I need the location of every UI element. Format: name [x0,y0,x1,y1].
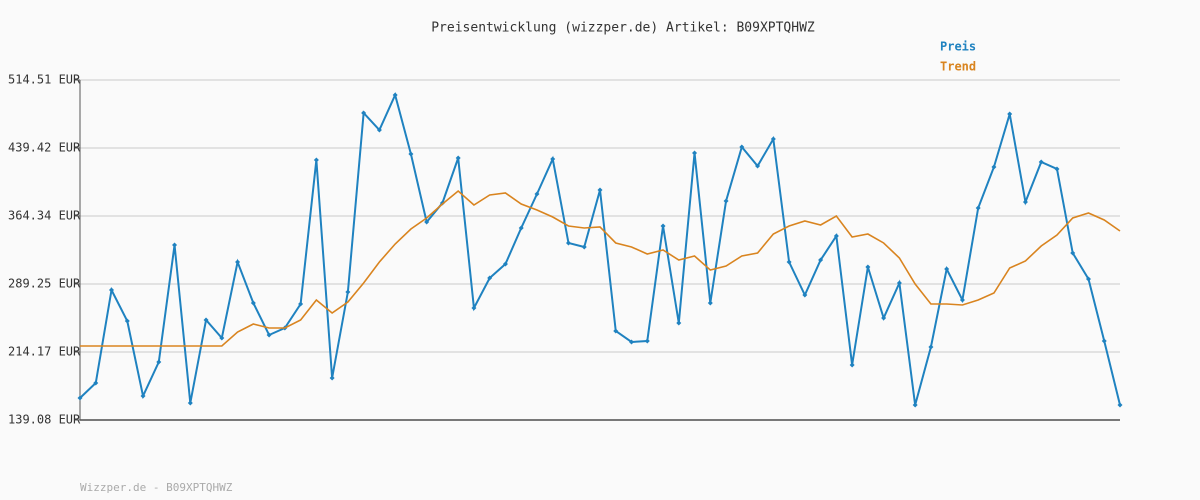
point [1117,402,1123,408]
series-line [80,189,1121,347]
point [802,292,808,298]
point [770,136,776,142]
point [140,393,146,399]
point [172,242,178,248]
point [1038,159,1044,165]
point [1070,250,1076,256]
point [550,156,556,162]
point [471,305,477,311]
y-tick-label: 214.17 EUR [8,344,81,358]
point [975,205,981,211]
point [502,261,508,267]
point [896,280,902,286]
point [156,359,162,365]
y-tick-label: 139.08 EUR [8,413,81,427]
y-tick-label: 289.25 EUR [8,277,81,291]
point [1085,276,1091,282]
point [518,225,524,231]
y-tick-label: 364.34 EUR [8,208,81,222]
point [77,395,83,401]
point [613,328,619,334]
point [266,332,272,338]
point [1054,166,1060,172]
point [833,233,839,239]
point [676,320,682,326]
chart-title: Preisentwicklung (wizzper.de) Artikel: B… [431,21,815,36]
legend-label: Trend [940,60,976,74]
point [109,287,115,293]
point [660,223,666,229]
point [219,335,225,341]
point [597,187,603,193]
point [692,150,698,156]
point [187,400,193,406]
y-tick-label: 514.51 EUR [8,73,81,87]
point [361,110,367,116]
point [723,198,729,204]
point [991,164,997,170]
point [1007,111,1013,117]
point [424,219,430,225]
point [124,318,130,324]
footer: Wizzper.de - B09XPTQHWZ [80,481,233,494]
point [298,301,304,307]
point [849,362,855,368]
point [93,380,99,386]
point [865,264,871,270]
y-tick-label: 439.42 EUR [8,141,81,155]
point [739,144,745,150]
point [329,375,335,381]
point [881,315,887,321]
point [755,163,761,169]
point [235,259,241,265]
point [912,402,918,408]
point [1101,338,1107,344]
point [944,266,950,272]
point [786,259,792,265]
point [959,297,965,303]
point [487,275,493,281]
point [250,300,256,306]
point [644,338,650,344]
point [455,155,461,161]
legend-label: Preis [940,40,976,54]
point [203,317,209,323]
point [818,257,824,263]
point [392,92,398,98]
point [581,244,587,250]
point [1022,199,1028,205]
point [313,157,319,163]
point [376,127,382,133]
point [629,339,635,345]
point [565,240,571,246]
point [534,191,540,197]
point [408,151,414,157]
point [345,289,351,295]
point [707,300,713,306]
point [928,344,934,350]
